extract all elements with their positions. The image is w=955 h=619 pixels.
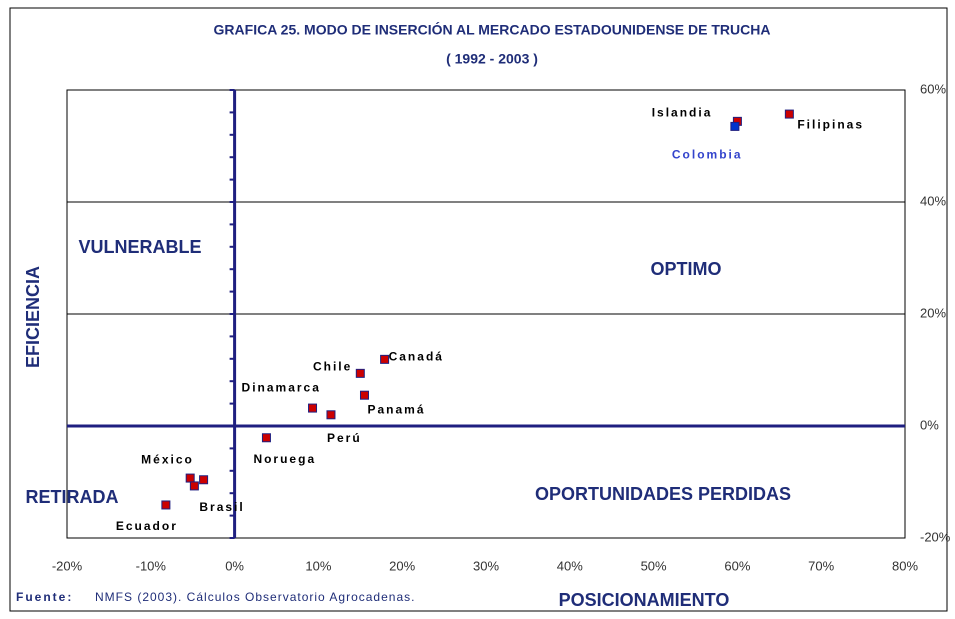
- point: [359, 390, 369, 400]
- source-text: NMFS (2003). Cálculos Observatorio Agroc…: [95, 590, 415, 604]
- x-axis-label: POSICIONAMIENTO: [559, 590, 730, 610]
- point-label: Perú: [327, 431, 362, 445]
- point-label: Canadá: [389, 350, 444, 364]
- point-label: Ecuador: [116, 519, 178, 533]
- point: [199, 475, 209, 485]
- y-tick-label: 0%: [920, 417, 939, 432]
- source-label: Fuente:: [16, 590, 73, 604]
- point: [189, 481, 199, 491]
- x-tick-label: 30%: [473, 558, 499, 573]
- y-tick-label: 40%: [920, 193, 946, 208]
- point: [261, 433, 271, 443]
- point-label: Islandia: [652, 106, 713, 120]
- point: [784, 109, 794, 119]
- chart-title: GRAFICA 25. MODO DE INSERCIÓN AL MERCADO…: [214, 21, 771, 38]
- x-tick-label: 50%: [641, 558, 667, 573]
- point-label: Panamá: [367, 402, 425, 416]
- y-axis-label: EFICIENCIA: [23, 266, 43, 368]
- frame: [9, 7, 948, 612]
- quadrant-label: OPTIMO: [651, 259, 722, 279]
- x-tick-label: -20%: [52, 558, 83, 573]
- point-label: Filipinas: [797, 117, 864, 131]
- x-tick-label: 0%: [225, 558, 244, 573]
- point: [161, 500, 171, 510]
- y-tick-label: 60%: [920, 81, 946, 96]
- point: [308, 403, 318, 413]
- point-label: Noruega: [253, 452, 316, 466]
- point-label: Dinamarca: [242, 380, 321, 394]
- point-label: Brasil: [199, 500, 244, 514]
- point-label: México: [141, 452, 194, 466]
- y-tick-label: -20%: [920, 529, 951, 544]
- x-tick-label: 20%: [389, 558, 415, 573]
- quadrant-label: VULNERABLE: [78, 237, 201, 257]
- x-tick-label: -10%: [136, 558, 167, 573]
- chart-subtitle: ( 1992 - 2003 ): [446, 51, 538, 67]
- point: [185, 473, 195, 483]
- point-label: Chile: [313, 360, 352, 374]
- quadrant-label: OPORTUNIDADES PERDIDAS: [535, 484, 791, 504]
- point-label: Colombia: [672, 148, 743, 162]
- x-tick-label: 40%: [557, 558, 583, 573]
- x-tick-label: 70%: [808, 558, 834, 573]
- y-tick-label: 20%: [920, 305, 946, 320]
- x-tick-label: 80%: [892, 558, 918, 573]
- point: [326, 410, 336, 420]
- quadrant-label: RETIRADA: [26, 487, 119, 507]
- point: [730, 121, 740, 131]
- x-tick-label: 60%: [724, 558, 750, 573]
- x-tick-label: 10%: [305, 558, 331, 573]
- point: [380, 354, 390, 364]
- point: [355, 368, 365, 378]
